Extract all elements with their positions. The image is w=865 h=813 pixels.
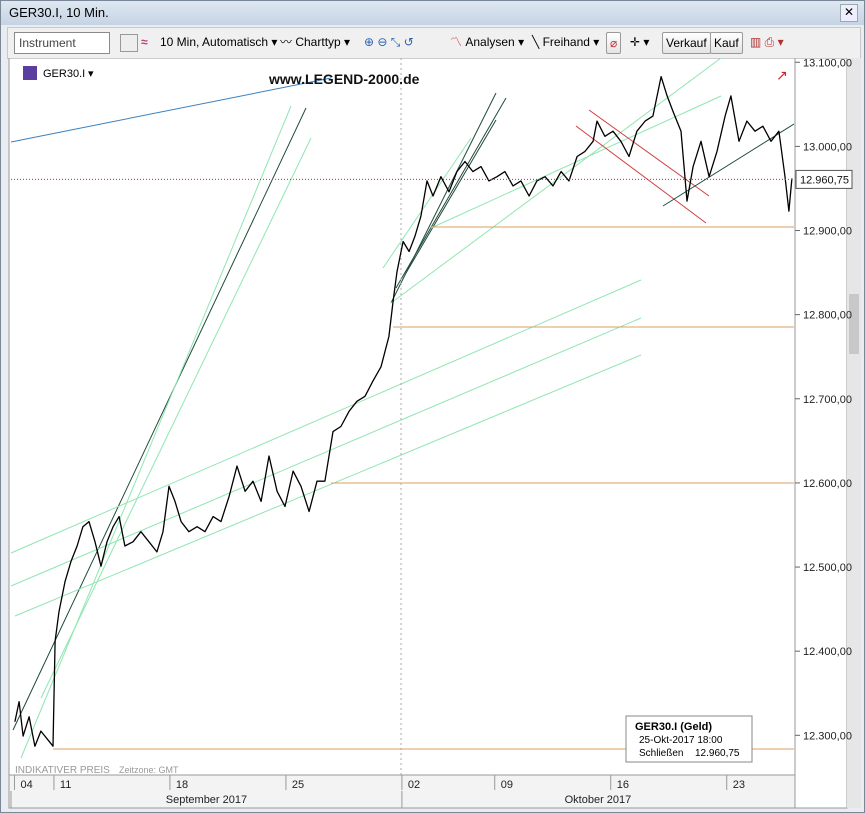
x-tick-label: 23 [733,779,745,791]
title-bar: GER30.I, 10 Min. ✕ [1,1,864,25]
x-group-label: September 2017 [166,794,247,806]
trendline [575,125,707,224]
trendline [10,77,332,143]
sell-button[interactable]: Verkauf [662,32,711,54]
y-tick-label: 12.500,00 [803,562,852,574]
x-tick-label: 11 [60,779,71,791]
info-box: GER30.I (Geld) 25-Okt-2017 18:00 Schließ… [625,715,753,763]
trendline [10,317,642,587]
trendline [430,95,722,229]
info-box-frame [625,715,753,763]
info-date: 25-Okt-2017 18:00 [639,735,723,746]
indicator-icon[interactable]: ≈ [141,35,148,49]
alert-icon: ↗ [776,67,788,83]
instrument-menu[interactable]: ▾ [88,68,94,80]
chart: GER30.I ▾ www.LEGEND-2000.de ↗ INDIKATIV… [8,58,861,809]
info-title: GER30.I (Geld) [635,721,712,733]
instrument-label: GER30.I [43,68,85,80]
list-icon[interactable] [120,34,138,52]
buy-button[interactable]: Kauf [710,32,743,54]
info-close-value: 12.960,75 [695,748,740,759]
trendline [395,97,507,289]
y-tick-label: 13.100,00 [803,58,852,69]
last-price-box [795,169,853,189]
x-tick-label: 16 [617,779,629,791]
scrollbar[interactable] [847,58,861,808]
y-tick-label: 13.000,00 [803,141,852,153]
trendline [14,354,642,617]
x-tick-label: 09 [501,779,513,791]
x-tick-label: 02 [408,779,420,791]
y-tick-label: 12.400,00 [803,646,852,658]
watermark: www.LEGEND-2000.de [268,71,420,87]
trendline [40,137,312,699]
trendline [382,137,472,269]
x-tick-label: 18 [176,779,188,791]
analysen-label: Analysen [465,35,515,49]
freihand-label: Freihand [542,35,590,49]
trendline [588,109,710,197]
last-price-label: 12.960,75 [800,174,849,186]
x-tick-label: 04 [20,779,32,791]
info-close-label: Schließen [639,748,683,759]
y-tick-label: 12.900,00 [803,226,852,238]
drawn-lines [10,58,795,775]
interval-label: 10 Min, Automatisch [160,35,269,49]
plot-background [8,58,796,776]
trendline [20,105,292,759]
analysen-dropdown[interactable]: 〽 Analysen ▾ [450,35,525,49]
freihand-dropdown[interactable]: ╲ Freihand ▾ [532,35,600,49]
trendline [12,107,307,731]
x-group-label: Oktober 2017 [565,794,632,806]
y-tick-label: 12.700,00 [803,394,852,406]
crosshair-dropdown[interactable]: ✛ ▾ [630,35,650,49]
charttype-dropdown[interactable]: 〰 Charttyp ▾ [280,35,351,49]
cfd-icon [23,66,37,80]
window-title: GER30.I, 10 Min. [9,5,109,20]
x-tick-label: 25 [292,779,304,791]
trendline [405,119,497,274]
interval-dropdown[interactable]: 10 Min, Automatisch ▾ [160,35,278,49]
close-button[interactable]: ✕ [840,4,858,22]
charttype-label: Charttyp [295,35,341,49]
eraser-button[interactable]: ⌀ [606,32,622,54]
toolbar: Instrument ≈ 10 Min, Automatisch ▾ 〰 Cha… [7,27,861,59]
zoom-icons[interactable]: ⊕ ⊖ ⤡ ↺ [364,35,414,49]
y-tick-label: 12.800,00 [803,310,852,322]
instrument-input[interactable]: Instrument [14,32,110,54]
trendline [10,279,642,554]
trendline [662,123,795,207]
y-tick-label: 12.600,00 [803,478,852,490]
export-icons[interactable]: ▥ ⎙ ▾ [750,35,784,49]
timezone-note: Zeitzone: GMT [119,765,179,775]
y-tick-label: 12.300,00 [803,730,852,742]
price-note: INDIKATIVER PREIS [15,765,110,776]
price-line [14,75,793,747]
scroll-thumb[interactable] [849,294,859,354]
